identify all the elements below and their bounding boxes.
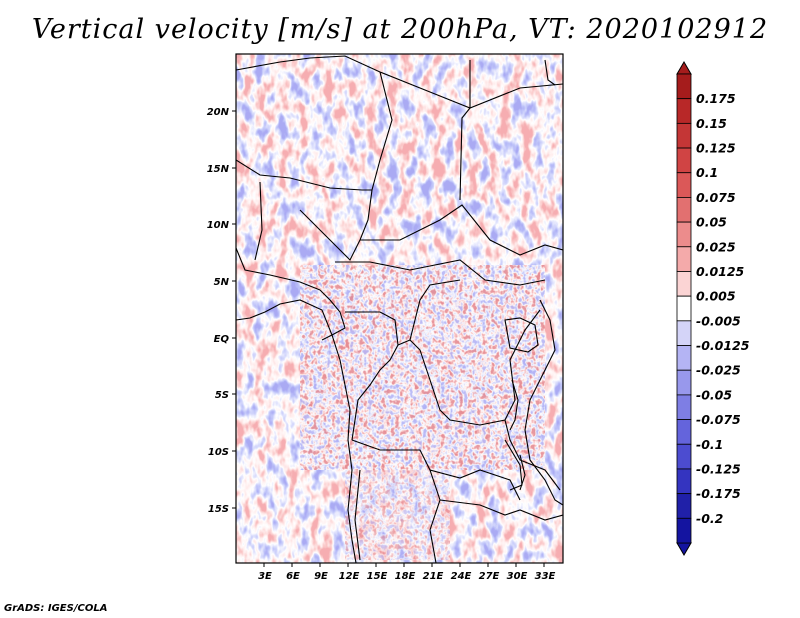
colorbar-label: -0.1 (696, 437, 723, 452)
lon-label: 3E (258, 571, 272, 582)
lat-label: EQ (214, 334, 230, 345)
colorbar-swatch (676, 98, 692, 124)
colorbar-label: -0.175 (696, 486, 741, 501)
colorbar-label: 0.175 (696, 91, 736, 106)
colorbar-label: -0.025 (696, 363, 741, 378)
colorbar-swatch (676, 345, 692, 371)
colorbar-swatch (676, 73, 692, 100)
grads-credit: GrADS: IGES/COLA (4, 603, 108, 614)
lon-label: 21E (423, 571, 444, 582)
lon-label: 33E (535, 571, 556, 582)
lon-label: 27E (479, 571, 500, 582)
map-frame (235, 53, 564, 564)
lat-label: 15N (207, 164, 230, 175)
colorbar-swatch (676, 443, 692, 470)
colorbar-swatch (676, 419, 692, 445)
colorbar-label: 0.1 (696, 165, 718, 180)
colorbar-label: 0.0125 (696, 264, 745, 279)
lon-label: 6E (286, 571, 300, 582)
chart-title: Vertical velocity [m/s] at 200hPa, VT: 2… (31, 14, 769, 45)
colorbar-label: 0.005 (696, 289, 736, 304)
lat-label: 10N (207, 220, 230, 231)
country-borders (236, 55, 563, 563)
lon-label: 15E (367, 571, 388, 582)
lon-label: 9E (314, 571, 328, 582)
colorbar-swatch (676, 320, 692, 346)
colorbar-swatch (676, 468, 692, 495)
lon-label: 24E (451, 571, 472, 582)
latitude-labels: 20N 15N 10N 5N EQ 5S 10S 15S (207, 107, 230, 515)
colorbar-label: 0.05 (696, 215, 727, 230)
colorbar-swatch (676, 271, 692, 297)
colorbar-label: -0.005 (696, 313, 741, 328)
lat-label: 5S (215, 390, 229, 401)
lat-label: 20N (207, 107, 230, 118)
lon-label: 30E (507, 571, 528, 582)
lon-label: 12E (339, 571, 360, 582)
colorbar-swatch (676, 394, 692, 420)
colorbar-swatch (676, 517, 692, 544)
colorbar-swatch (676, 197, 692, 223)
colorbar-swatch (676, 295, 692, 322)
colorbar-swatch (676, 369, 692, 396)
lat-label: 15S (208, 504, 229, 515)
colorbar-label: 0.075 (696, 190, 736, 205)
colorbar-label: 0.15 (696, 116, 727, 131)
colorbar-label: -0.05 (696, 387, 732, 402)
lat-label: 10S (208, 447, 229, 458)
colorbar-label: -0.125 (696, 461, 741, 476)
colorbar-label: 0.125 (696, 141, 736, 156)
colorbar-swatch (676, 493, 692, 519)
colorbar-swatch (676, 172, 692, 198)
longitude-axis (263, 563, 545, 567)
colorbar-swatch (676, 122, 692, 149)
lat-label: 5N (214, 277, 230, 288)
colorbar-label: -0.2 (696, 511, 723, 526)
latitude-axis (232, 110, 236, 509)
vertical-velocity-field (236, 54, 563, 563)
colorbar-swatch (676, 147, 692, 174)
colorbar: 0.175 0.15 0.125 0.1 0.075 0.05 0.025 0.0125 0.0… (676, 61, 750, 556)
colorbar-label: -0.0125 (696, 338, 750, 353)
colorbar-swatch (676, 246, 692, 272)
colorbar-label: 0.025 (696, 239, 736, 254)
colorbar-top-arrow (676, 61, 692, 75)
colorbar-label: -0.075 (696, 412, 741, 427)
colorbar-bottom-arrow (676, 542, 692, 556)
longitude-labels: 3E 6E 9E 12E 15E 18E 21E 24E 27E 30E 33E (258, 571, 555, 582)
lon-label: 18E (395, 571, 416, 582)
colorbar-swatch (676, 221, 692, 248)
